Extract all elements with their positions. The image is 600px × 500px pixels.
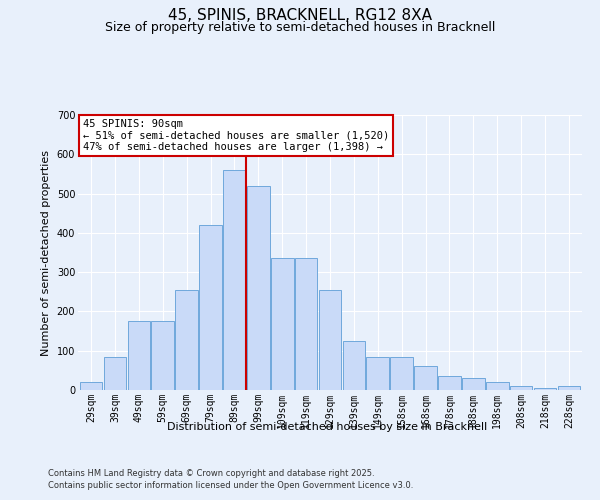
- Bar: [223, 170, 246, 390]
- Bar: [104, 358, 127, 390]
- Bar: [462, 378, 485, 390]
- Bar: [414, 366, 437, 390]
- Bar: [367, 356, 389, 390]
- Bar: [151, 322, 174, 390]
- Bar: [271, 258, 293, 390]
- Bar: [199, 225, 222, 390]
- Bar: [295, 258, 317, 390]
- Text: 45 SPINIS: 90sqm
← 51% of semi-detached houses are smaller (1,520)
47% of semi-d: 45 SPINIS: 90sqm ← 51% of semi-detached …: [83, 119, 389, 152]
- Text: Size of property relative to semi-detached houses in Bracknell: Size of property relative to semi-detach…: [105, 21, 495, 34]
- Bar: [128, 322, 150, 390]
- Bar: [247, 186, 269, 390]
- Y-axis label: Number of semi-detached properties: Number of semi-detached properties: [41, 150, 51, 356]
- Bar: [533, 388, 556, 390]
- Text: Contains HM Land Registry data © Crown copyright and database right 2025.: Contains HM Land Registry data © Crown c…: [48, 468, 374, 477]
- Bar: [80, 382, 103, 390]
- Bar: [391, 356, 413, 390]
- Text: Contains public sector information licensed under the Open Government Licence v3: Contains public sector information licen…: [48, 481, 413, 490]
- Bar: [557, 386, 580, 390]
- Bar: [438, 376, 461, 390]
- Bar: [486, 382, 509, 390]
- Text: Distribution of semi-detached houses by size in Bracknell: Distribution of semi-detached houses by …: [167, 422, 487, 432]
- Bar: [510, 386, 532, 390]
- Bar: [343, 341, 365, 390]
- Bar: [319, 290, 341, 390]
- Bar: [175, 290, 198, 390]
- Text: 45, SPINIS, BRACKNELL, RG12 8XA: 45, SPINIS, BRACKNELL, RG12 8XA: [168, 8, 432, 22]
